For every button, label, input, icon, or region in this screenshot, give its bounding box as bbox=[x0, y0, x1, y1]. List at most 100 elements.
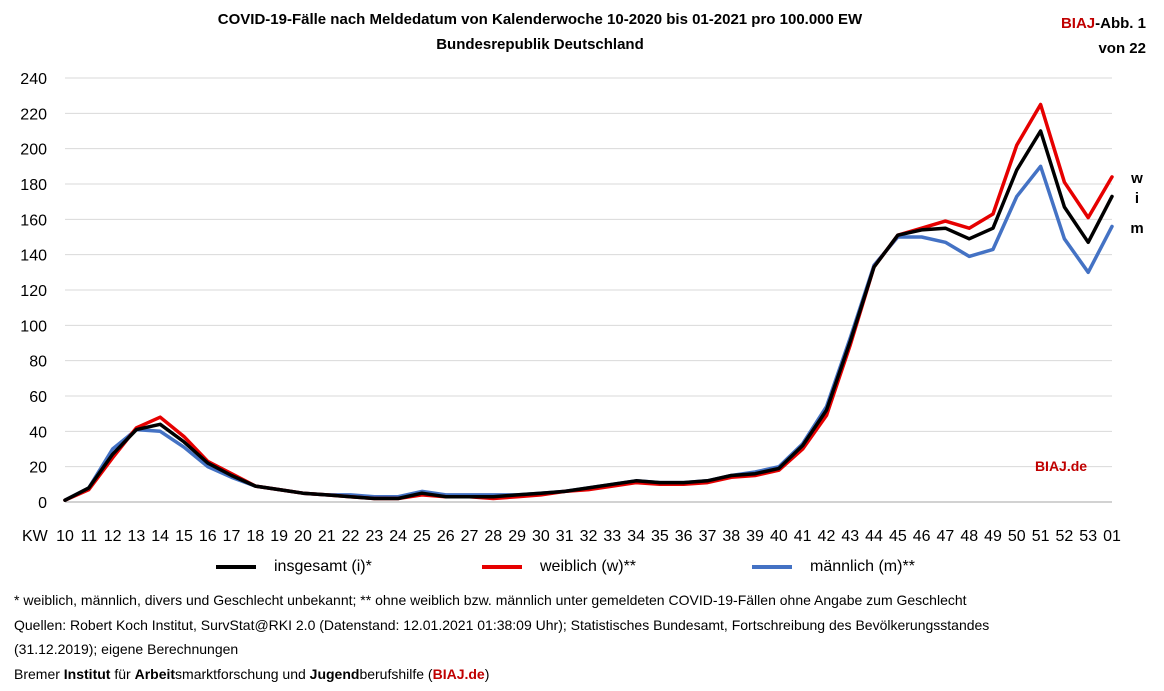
x-tick-label: 46 bbox=[913, 528, 931, 545]
x-tick-label: 15 bbox=[175, 528, 193, 545]
badge-abb: -Abb. 1 bbox=[1095, 15, 1146, 32]
legend-label-total: insgesamt (i)* bbox=[274, 558, 372, 575]
legend-label-female: weiblich (w)** bbox=[540, 558, 637, 575]
chart-subtitle: Bundesrepublik Deutschland bbox=[436, 36, 644, 53]
y-tick-label: 220 bbox=[20, 106, 47, 123]
x-tick-label: 36 bbox=[675, 528, 693, 545]
x-tick-label: 34 bbox=[627, 528, 645, 545]
footnote-institute: Bremer Institut für Arbeitsmarktforschun… bbox=[14, 662, 989, 687]
x-tick-label: 19 bbox=[270, 528, 288, 545]
x-tick-label: 23 bbox=[365, 528, 383, 545]
x-tick-label: 22 bbox=[342, 528, 360, 545]
footnote-sources-cont: (31.12.2019); eigene Berechnungen bbox=[14, 641, 239, 657]
institute-text-2: für bbox=[110, 665, 135, 682]
x-tick-label: 18 bbox=[246, 528, 264, 545]
x-tick-label: 31 bbox=[556, 528, 574, 545]
series-end-label-w: w bbox=[1130, 170, 1143, 187]
x-tick-label: 30 bbox=[532, 528, 550, 545]
x-tick-label: 37 bbox=[699, 528, 717, 545]
institute-text-1: Bremer bbox=[14, 665, 64, 682]
y-tick-label: 160 bbox=[20, 212, 47, 229]
x-tick-label: 24 bbox=[389, 528, 407, 545]
x-tick-label: 45 bbox=[889, 528, 907, 545]
x-tick-label: 11 bbox=[80, 528, 97, 545]
y-tick-label: 60 bbox=[29, 389, 47, 406]
x-tick-label: 51 bbox=[1032, 528, 1050, 545]
x-tick-label: 28 bbox=[484, 528, 502, 545]
institute-text-5: ) bbox=[484, 665, 490, 682]
x-tick-label: 47 bbox=[937, 528, 955, 545]
legend-swatch-male bbox=[752, 565, 792, 569]
x-tick-label: 39 bbox=[746, 528, 764, 545]
chart-grid bbox=[65, 77, 1112, 503]
x-tick-label: 25 bbox=[413, 528, 431, 545]
x-tick-label: 14 bbox=[151, 528, 169, 545]
institute-bold-1: Institut bbox=[63, 665, 111, 682]
x-tick-label: 21 bbox=[318, 528, 336, 545]
x-axis: KW 10 11 12 13 14 15 16 17 18 19 20 21 22 23 24 25 26 27 28… bbox=[22, 528, 1121, 545]
institute-link: BIAJ.de bbox=[432, 665, 485, 682]
x-tick-label: 43 bbox=[841, 528, 859, 545]
x-tick-label: 50 bbox=[1008, 528, 1026, 545]
x-tick-label: 44 bbox=[865, 528, 883, 545]
x-tick-label: 41 bbox=[794, 528, 812, 545]
series-line-i bbox=[63, 129, 1114, 502]
x-tick-label: 01 bbox=[1103, 528, 1121, 545]
x-tick-label: 42 bbox=[818, 528, 836, 545]
x-tick-label: 12 bbox=[104, 528, 122, 545]
x-tick-label: 29 bbox=[508, 528, 526, 545]
y-tick-label: 200 bbox=[20, 142, 47, 159]
legend-item-total: insgesamt (i)* bbox=[216, 557, 372, 577]
x-tick-label: 27 bbox=[461, 528, 479, 545]
y-tick-label: 20 bbox=[29, 460, 47, 477]
x-tick-label: 48 bbox=[960, 528, 978, 545]
x-tick-label: 17 bbox=[223, 528, 241, 545]
legend-item-female: weiblich (w)** bbox=[482, 557, 636, 577]
institute-bold-2: Arbeit bbox=[134, 665, 176, 682]
chart-series bbox=[63, 102, 1114, 502]
x-tick-label: 20 bbox=[294, 528, 312, 545]
series-line-w bbox=[63, 102, 1114, 502]
biaj-watermark: BIAJ.de bbox=[1035, 458, 1087, 474]
legend-swatch-female bbox=[482, 565, 522, 569]
x-tick-label: 35 bbox=[651, 528, 669, 545]
y-axis: 0 20 40 60 80 100 120 140 160 180 200 220 240 bbox=[20, 71, 47, 512]
series-end-labels: iw m bbox=[1130, 170, 1144, 237]
x-tick-label: 33 bbox=[603, 528, 621, 545]
y-tick-label: 120 bbox=[20, 283, 47, 300]
x-axis-prefix: KW bbox=[22, 528, 49, 545]
y-tick-label: 0 bbox=[38, 495, 47, 512]
x-tick-label: 53 bbox=[1079, 528, 1097, 545]
x-tick-label: 52 bbox=[1056, 528, 1074, 545]
x-tick-label: 26 bbox=[437, 528, 455, 545]
y-tick-label: 180 bbox=[20, 177, 47, 194]
x-tick-label: 40 bbox=[770, 528, 788, 545]
institute-bold-3: Jugend bbox=[309, 665, 360, 682]
y-tick-label: 140 bbox=[20, 248, 47, 265]
legend-swatch-total bbox=[216, 565, 256, 569]
y-tick-label: 240 bbox=[20, 71, 47, 88]
series-end-label-m: m bbox=[1130, 220, 1143, 237]
x-tick-label: 32 bbox=[580, 528, 598, 545]
chart-title: COVID-19-Fälle nach Meldedatum von Kalen… bbox=[217, 11, 863, 28]
institute-text-3: smarktforschung und bbox=[175, 665, 310, 682]
y-tick-label: 100 bbox=[20, 318, 47, 335]
x-tick-label: 16 bbox=[199, 528, 217, 545]
x-tick-label: 49 bbox=[984, 528, 1002, 545]
footnotes: * weiblich, männlich, divers und Geschle… bbox=[14, 588, 989, 686]
footnote-definitions: * weiblich, männlich, divers und Geschle… bbox=[14, 592, 967, 608]
legend-label-male: männlich (m)** bbox=[810, 558, 915, 575]
figure-badge: BIAJ-Abb. 1 von 22 bbox=[1061, 11, 1146, 61]
series-end-label-i: i bbox=[1135, 190, 1139, 207]
y-tick-label: 80 bbox=[29, 354, 47, 371]
legend-item-male: männlich (m)** bbox=[752, 557, 915, 577]
x-tick-label: 10 bbox=[56, 528, 74, 545]
institute-text-4: berufshilfe ( bbox=[359, 665, 433, 682]
series-line-m bbox=[63, 164, 1114, 502]
footnote-sources: Quellen: Robert Koch Institut, SurvStat@… bbox=[14, 616, 990, 633]
badge-count: von 22 bbox=[1098, 40, 1146, 57]
badge-biaj: BIAJ bbox=[1060, 15, 1096, 32]
x-tick-label: 38 bbox=[722, 528, 740, 545]
x-tick-label: 13 bbox=[127, 528, 145, 545]
